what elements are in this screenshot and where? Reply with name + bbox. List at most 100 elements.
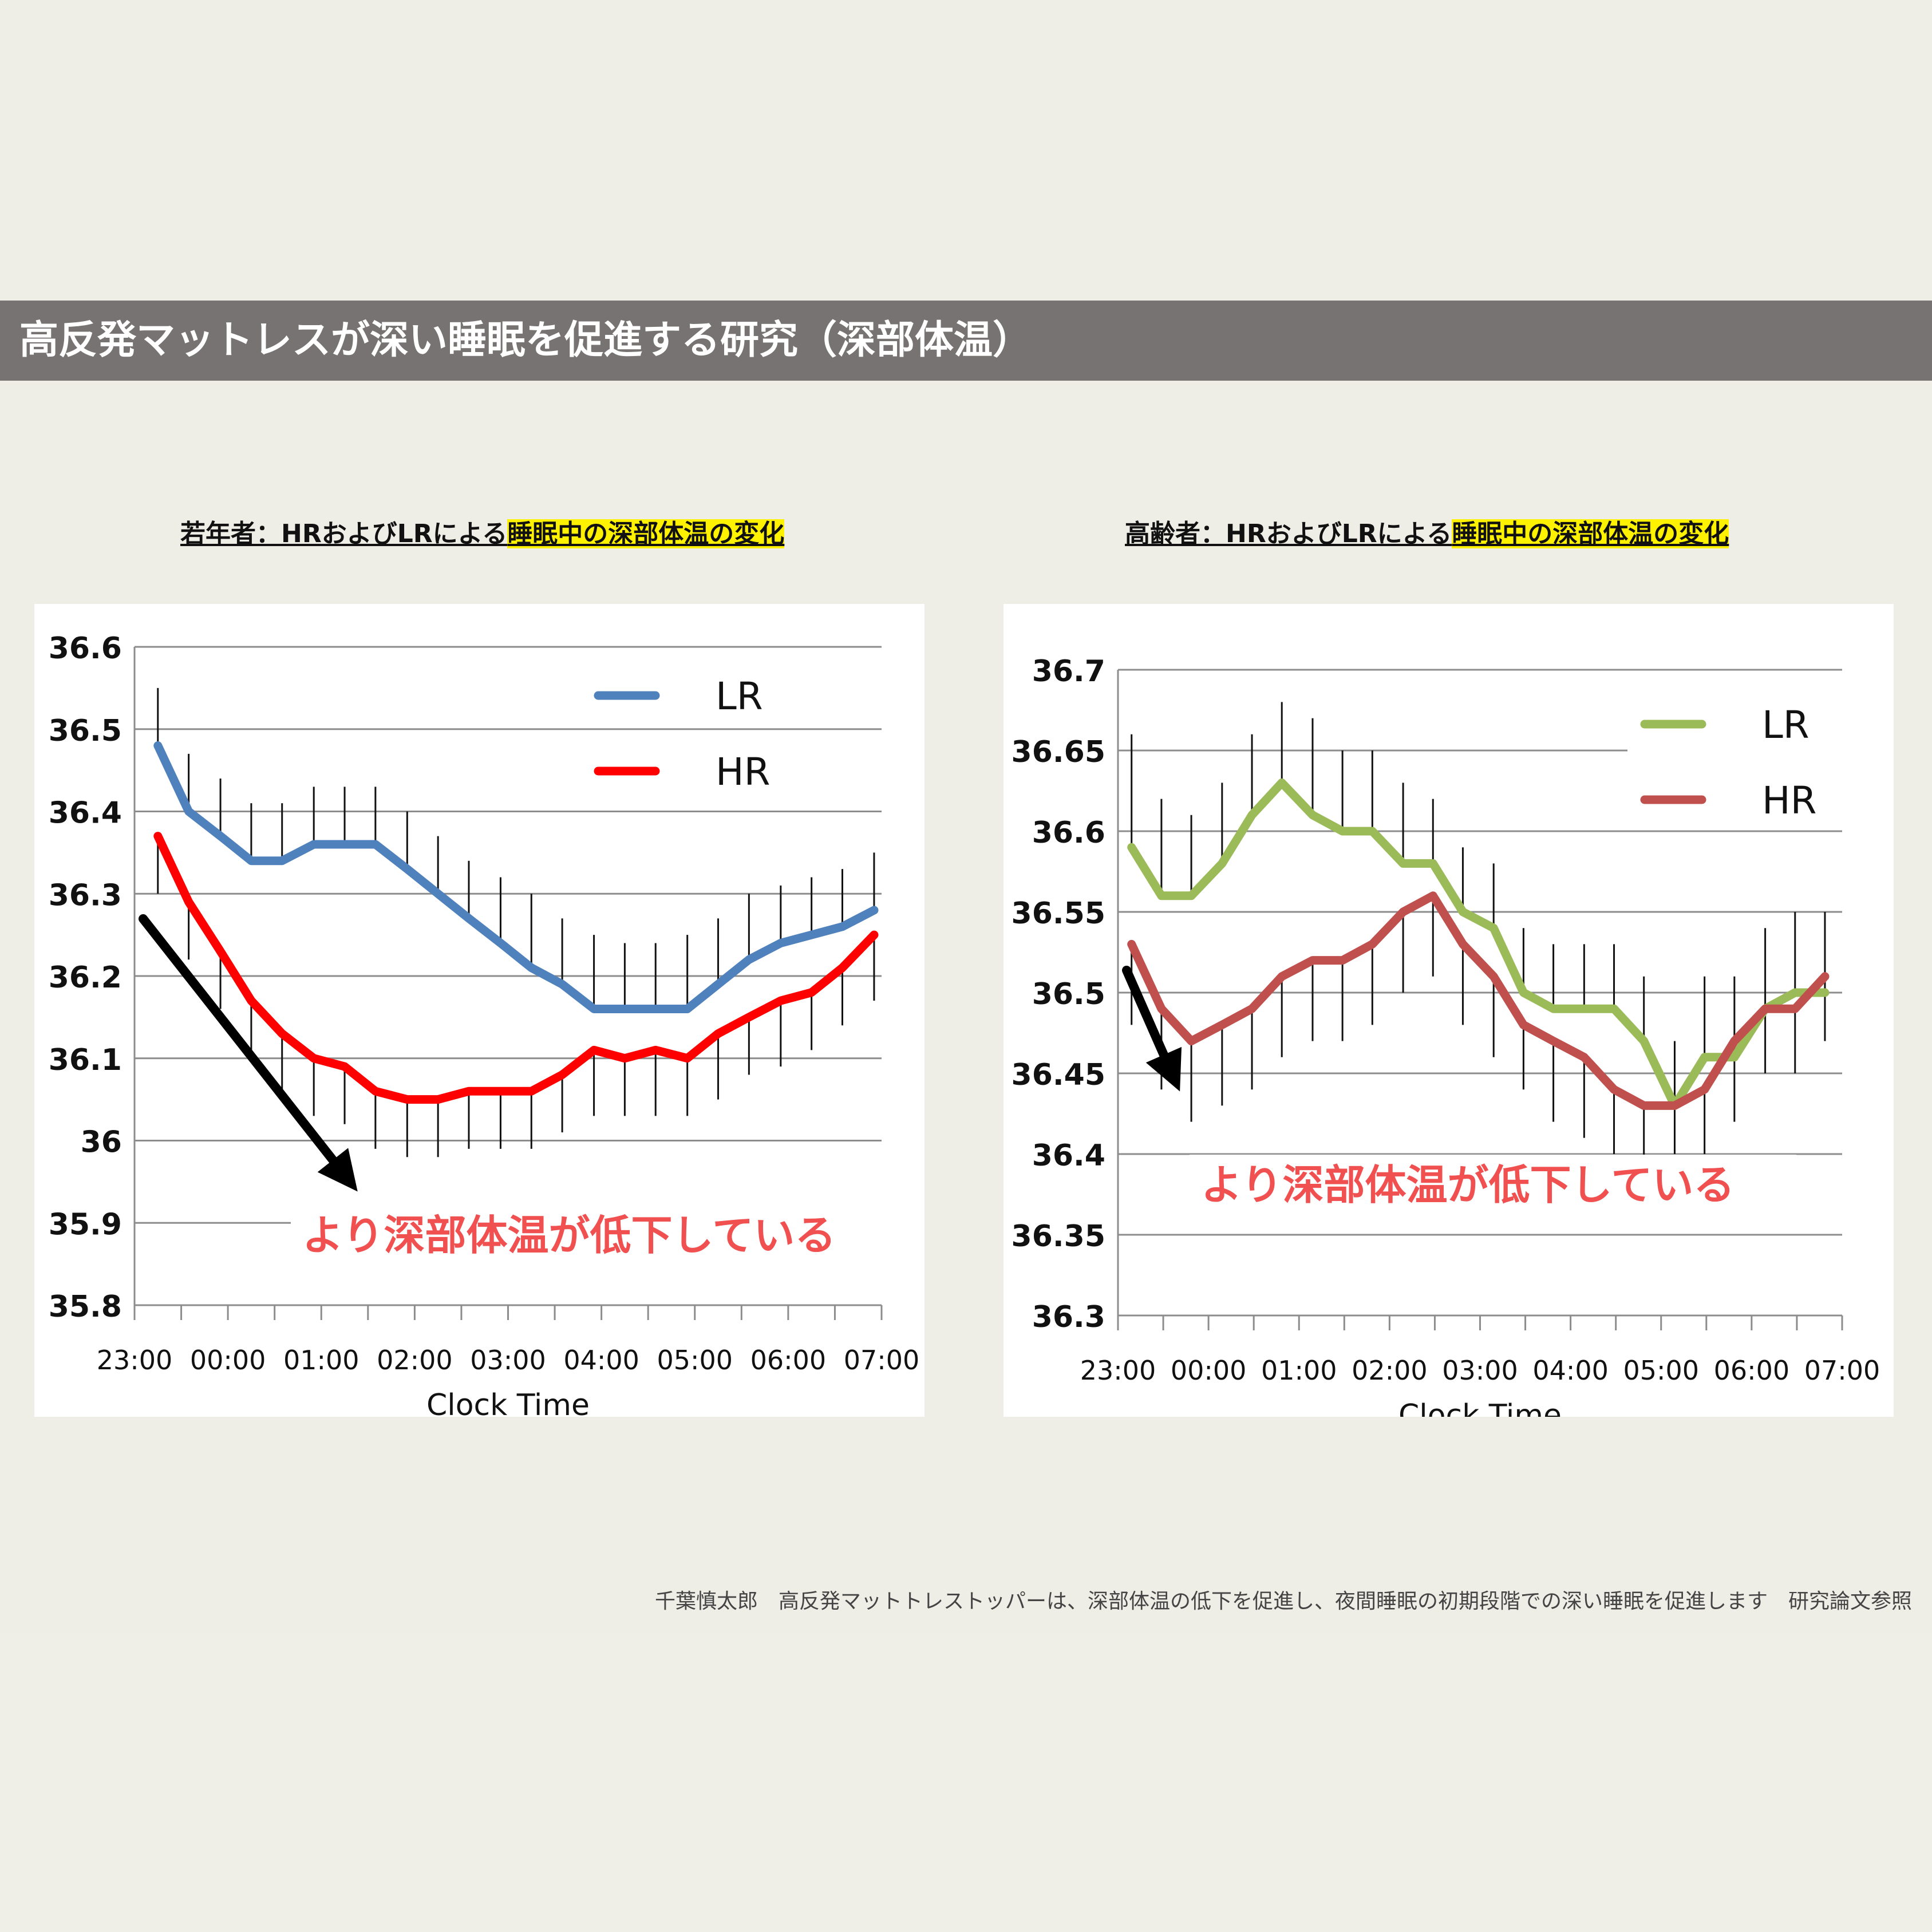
data-point-lr (1733, 1056, 1735, 1058)
trend-arrow-shaft (139, 914, 348, 1178)
data-point-lr (1462, 911, 1464, 912)
chart-young: 35.8 35.9 36 36.1 36.2 36.3 36.4 36.5 36.6 23:00 0… (49, 631, 920, 1417)
y-tick-label: 36.5 (1032, 977, 1105, 1012)
x-tick-label: 07:00 (844, 1345, 920, 1376)
data-point-hr (624, 1057, 626, 1059)
data-point-hr (406, 1099, 408, 1100)
data-point-hr (1824, 975, 1826, 977)
data-point-hr (1311, 959, 1313, 961)
trend-arrow-head (1145, 1046, 1182, 1092)
trend-arrow-shaft (1122, 966, 1175, 1075)
data-point-hr (1523, 1024, 1524, 1026)
y-tick-label: 36.5 (49, 714, 122, 748)
data-point-lr (1281, 782, 1283, 784)
data-point-hr (468, 1091, 469, 1092)
data-point-hr (1160, 1008, 1162, 1010)
data-point-hr (250, 1000, 252, 1002)
y-tick-label: 36.65 (1012, 735, 1105, 769)
data-point-lr (1402, 863, 1404, 864)
data-point-hr (1191, 1040, 1192, 1042)
y-tick-label: 36 (81, 1125, 122, 1160)
data-point-lr (250, 860, 252, 862)
data-point-lr (1583, 1008, 1585, 1010)
data-point-hr (562, 1074, 563, 1076)
data-point-hr (1794, 1008, 1796, 1010)
data-point-lr (406, 868, 408, 870)
data-point-lr (281, 860, 283, 862)
data-point-lr (500, 942, 501, 944)
chart-panel-young: 35.8 35.9 36 36.1 36.2 36.3 36.4 36.5 36.6 23:00 0… (34, 604, 924, 1417)
y-tick-label: 35.8 (49, 1290, 122, 1324)
y-tick-label: 36.45 (1012, 1058, 1105, 1092)
y-tick-label: 36.3 (49, 878, 122, 912)
chart-panel-elderly: 36.3 36.35 36.4 36.45 36.5 36.55 36.6 36.65 36.7… (1003, 604, 1894, 1417)
data-point-hr (1402, 911, 1404, 912)
x-axis-label: Clock Time (1398, 1398, 1562, 1417)
y-tick-label: 36.55 (1012, 896, 1105, 931)
data-point-lr (1704, 1056, 1705, 1058)
chart-title-elderly-highlight: 睡眠中の深部体温の変化 (1452, 519, 1729, 548)
data-point-hr (220, 950, 222, 952)
chart-elderly: 36.3 36.35 36.4 36.45 36.5 36.55 36.6 36.65 36.7… (1012, 654, 1880, 1417)
x-tick-label: 00:00 (190, 1345, 266, 1376)
legend-label-hr: HR (1762, 779, 1817, 823)
data-point-lr (220, 835, 222, 837)
y-tick-label: 36.6 (1032, 816, 1105, 850)
data-point-hr (531, 1091, 532, 1092)
data-point-hr (500, 1091, 501, 1092)
bottom-band (0, 1631, 1932, 1932)
data-point-lr (1432, 863, 1434, 864)
y-tick-label: 36.4 (1032, 1139, 1105, 1173)
x-tick-label: 01:00 (283, 1345, 359, 1376)
data-point-lr (1523, 992, 1524, 993)
data-point-lr (811, 934, 812, 936)
series-line-hr (1127, 891, 1830, 1110)
annotation-text: より深部体温が低下している (302, 1211, 836, 1259)
data-point-hr (841, 967, 843, 969)
data-point-hr (1131, 943, 1132, 945)
series-line-lr (153, 741, 879, 1013)
x-tick-label: 04:00 (1532, 1355, 1609, 1386)
data-point-hr (1583, 1056, 1585, 1058)
data-point-hr (1251, 1008, 1253, 1010)
data-point-hr (1764, 1008, 1766, 1010)
data-point-lr (780, 942, 781, 944)
data-point-hr (686, 1057, 688, 1059)
data-point-lr (1493, 927, 1495, 929)
data-point-hr (1643, 1105, 1645, 1107)
data-point-hr (1281, 975, 1283, 977)
y-tick-label: 35.9 (49, 1207, 122, 1242)
y-tick-label: 36.3 (1032, 1300, 1105, 1334)
data-point-lr (374, 844, 376, 845)
chart-title-young: 若年者：HRおよびLRによる睡眠中の深部体温の変化 (180, 515, 785, 553)
chart-title-elderly: 高齢者：HRおよびLRによる睡眠中の深部体温の変化 (1125, 515, 1729, 553)
data-point-lr (1552, 1008, 1554, 1010)
x-tick-label: 06:00 (750, 1345, 827, 1376)
x-tick-label: 23:00 (97, 1345, 173, 1376)
data-point-hr (593, 1049, 595, 1051)
data-point-lr (437, 893, 439, 895)
y-tick-label: 36.1 (49, 1043, 122, 1077)
data-point-lr (1160, 895, 1162, 896)
data-point-hr (1674, 1105, 1676, 1107)
annotation-bg (291, 1205, 886, 1262)
data-point-lr (593, 1008, 595, 1010)
data-point-hr (157, 835, 159, 837)
data-point-lr (1251, 814, 1253, 816)
data-point-hr (188, 901, 189, 903)
x-tick-label: 01:00 (1261, 1355, 1337, 1386)
data-point-hr (717, 1033, 719, 1034)
x-tick-label: 07:00 (1804, 1355, 1880, 1386)
data-point-lr (157, 745, 159, 746)
x-tick-label: 00:00 (1171, 1355, 1247, 1386)
data-point-hr (281, 1033, 283, 1034)
data-point-lr (1372, 831, 1373, 832)
data-point-lr (1131, 847, 1132, 848)
data-point-lr (344, 844, 346, 845)
y-tick-label: 36.7 (1032, 654, 1105, 689)
data-point-lr (655, 1008, 657, 1010)
x-tick-label: 05:00 (657, 1345, 733, 1376)
x-tick-label: 02:00 (1352, 1355, 1428, 1386)
data-point-lr (188, 811, 189, 812)
data-point-lr (1311, 814, 1313, 816)
